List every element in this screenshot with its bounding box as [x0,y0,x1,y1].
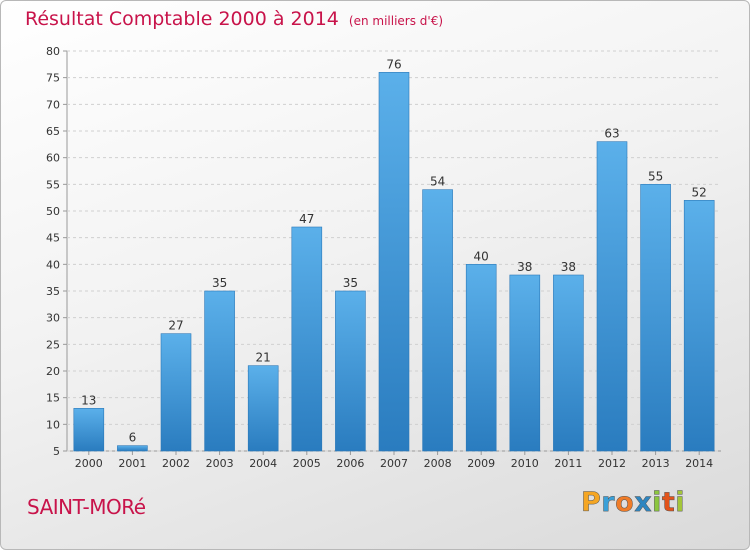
bar-value-label: 13 [81,393,96,407]
bar-value-label: 55 [648,169,663,183]
logo-letter: r [601,487,616,519]
bar-2003[interactable] [204,290,235,452]
chart-title-text: Résultat Comptable 2000 à 2014 [25,8,339,30]
y-tick-label: 35 [46,285,60,298]
logo-letter: o [615,487,635,519]
bar-2014[interactable] [683,200,715,452]
bar-value-label: 63 [604,127,619,141]
bar-value-label: 6 [129,431,137,445]
bar-2013[interactable] [640,184,671,452]
y-tick-label: 80 [46,45,60,58]
x-tick-label: 2012 [598,457,626,470]
x-tick-label: 2010 [511,457,539,470]
bar-2001[interactable] [117,445,148,452]
y-tick-label: 45 [46,232,60,245]
bar-value-label: 27 [168,319,183,333]
bar-2011[interactable] [553,274,584,452]
y-tick-label: 25 [46,338,60,351]
bar-value-label: 38 [517,260,532,274]
bar-2009[interactable] [465,264,497,452]
x-tick-label: 2004 [249,457,277,470]
x-tick-label: 2001 [118,457,146,470]
y-tick-label: 55 [46,178,60,191]
bar-value-label: 35 [343,276,358,290]
x-tick-label: 2008 [424,457,452,470]
bar-value-label: 47 [299,212,314,226]
y-tick-label: 70 [46,98,60,111]
x-tick-label: 2000 [75,457,103,470]
y-tick-label: 10 [46,418,60,431]
y-tick-label: 50 [46,205,60,218]
x-tick-label: 2011 [554,457,582,470]
bar-value-label: 21 [256,351,271,365]
y-tick-label: 60 [46,152,60,165]
y-tick-label: 15 [46,392,60,405]
bar-value-label: 35 [212,276,227,290]
bar-value-label: 52 [692,185,707,199]
bar-value-label: 54 [430,175,445,189]
logo-letter: i [675,487,686,519]
x-tick-label: 2013 [642,457,670,470]
y-tick-label: 40 [46,258,60,271]
x-tick-label: 2003 [206,457,234,470]
y-tick-label: 5 [53,445,60,458]
bar-value-label: 40 [474,249,489,263]
x-tick-label: 2006 [336,457,364,470]
logo-letter: x [634,487,653,519]
location-name: SAINT-MORé [27,495,146,519]
bar-value-label: 76 [386,57,401,71]
bar-2004[interactable] [247,365,279,452]
chart-title: Résultat Comptable 2000 à 2014 (en millie… [25,8,443,30]
bar-2006[interactable] [335,290,366,452]
y-tick-label: 20 [46,365,60,378]
bar-2000[interactable] [73,408,105,452]
logo-letter: P [581,487,602,519]
proxiti-logo[interactable]: Proxiti [581,487,686,519]
logo-letter: i [652,487,662,519]
x-tick-label: 2014 [685,457,713,470]
y-tick-label: 75 [46,72,60,85]
logo-letter: t [661,487,676,519]
chart-subtitle: (en milliers d'€) [348,14,444,28]
bar-2012[interactable] [596,141,628,452]
bar-2007[interactable] [378,72,410,452]
bar-2005[interactable] [291,226,323,452]
y-tick-label: 30 [46,312,60,325]
bar-2002[interactable] [160,333,192,452]
bar-2008[interactable] [422,189,453,452]
x-tick-label: 2007 [380,457,408,470]
y-tick-label: 65 [46,125,60,138]
bar-value-label: 38 [561,260,576,274]
x-tick-label: 2005 [293,457,321,470]
bar-2010[interactable] [509,274,541,452]
x-tick-label: 2009 [467,457,495,470]
x-tick-label: 2002 [162,457,190,470]
